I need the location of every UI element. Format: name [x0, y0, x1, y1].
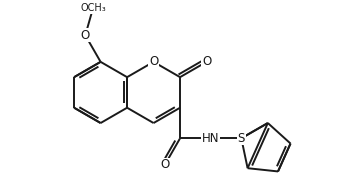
Text: HN: HN	[202, 132, 219, 145]
Text: S: S	[238, 132, 245, 145]
Text: OCH₃: OCH₃	[80, 3, 106, 13]
Text: O: O	[202, 55, 211, 68]
Text: O: O	[149, 55, 158, 68]
Text: O: O	[81, 29, 90, 42]
Text: O: O	[160, 158, 169, 171]
